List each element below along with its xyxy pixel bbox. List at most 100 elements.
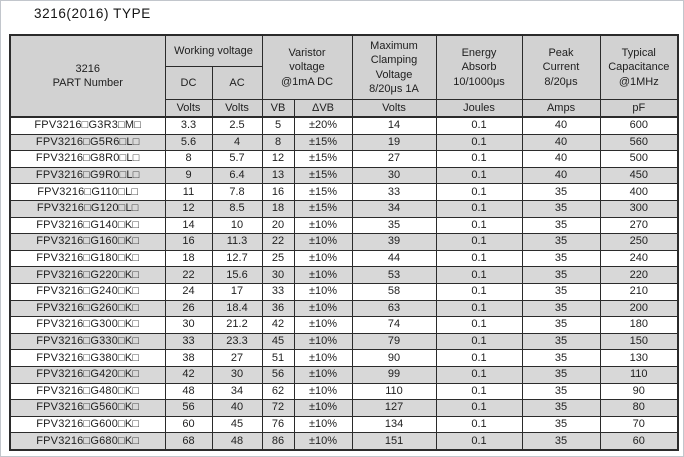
cell-part: FPV3216□G120□L□ [9,199,166,218]
cell-dc: 3.3 [164,115,213,135]
cell-energy: 0.1 [435,282,523,301]
cell-part: FPV3216□G300□K□ [9,316,166,334]
col-header-ac: AC [211,66,263,100]
cell-capacitance: 220 [599,266,679,284]
table-row: FPV3216□G9R0□L□ 9 6.4 13 ±15% 30 0.1 40 450 [9,166,679,185]
cell-clamping: 110 [351,382,437,401]
cell-energy: 0.1 [435,299,523,318]
cell-vb: 62 [261,382,295,401]
cell-capacitance: 270 [599,216,679,235]
table-row: FPV3216□G180□K□ 18 12.7 25 ±10% 44 0.1 35 240 [9,249,679,268]
cell-clamping: 35 [351,216,437,235]
cell-dc: 22 [164,266,213,284]
table-row: FPV3216□G160□K□ 16 11.3 22 ±10% 39 0.1 35 250 [9,233,679,251]
cell-dvb: ±10% [293,365,353,384]
cell-peak: 40 [521,133,601,152]
cell-dvb: ±10% [293,282,353,301]
cell-peak: 35 [521,415,601,434]
table-row: FPV3216□G480□K□ 48 34 62 ±10% 110 0.1 35 90 [9,382,679,401]
unit-vb: VB [261,99,295,118]
cell-energy: 0.1 [435,133,523,152]
table-row: FPV3216□G110□L□ 11 7.8 16 ±15% 33 0.1 35 400 [9,183,679,201]
cell-ac: 8.5 [211,199,263,218]
table-row: FPV3216□G330□K□ 33 23.3 45 ±10% 79 0.1 35 150 [9,332,679,351]
unit-pf: pF [599,99,679,118]
cell-clamping: 30 [351,166,437,185]
cell-vb: 30 [261,266,295,284]
table-row: FPV3216□G8R0□L□ 8 5.7 12 ±15% 27 0.1 40 500 [9,150,679,168]
cell-dvb: ±10% [293,249,353,268]
col-header-varistor-voltage: Varistor voltage @1mA DC [261,34,353,100]
cell-part: FPV3216□G3R3□M□ [9,115,166,135]
cell-dc: 8 [164,150,213,168]
cell-vb: 86 [261,432,295,451]
col-header-max-clamping-voltage: Maximum Clamping Voltage 8/20μs 1A [351,34,437,100]
cell-part: FPV3216□G140□K□ [9,216,166,235]
cell-energy: 0.1 [435,365,523,384]
cell-vb: 16 [261,183,295,201]
cell-vb: 51 [261,349,295,367]
cell-dvb: ±10% [293,332,353,351]
cell-energy: 0.1 [435,266,523,284]
cell-capacitance: 200 [599,299,679,318]
cell-vb: 76 [261,415,295,434]
cell-dc: 60 [164,415,213,434]
cell-clamping: 19 [351,133,437,152]
cell-peak: 35 [521,332,601,351]
table-row: FPV3216□G300□K□ 30 21.2 42 ±10% 74 0.1 35 180 [9,316,679,334]
unit-dc-volts: Volts [164,99,213,118]
page-title: 3216(2016) TYPE [34,6,151,21]
cell-vb: 20 [261,216,295,235]
table-row: FPV3216□G260□K□ 26 18.4 36 ±10% 63 0.1 35 200 [9,299,679,318]
cell-clamping: 44 [351,249,437,268]
table-row: FPV3216□G140□K□ 14 10 20 ±10% 35 0.1 35 270 [9,216,679,235]
cell-capacitance: 300 [599,199,679,218]
unit-clamping-volts: Volts [351,99,437,118]
cell-dc: 30 [164,316,213,334]
cell-capacitance: 90 [599,382,679,401]
cell-ac: 4 [211,133,263,152]
cell-peak: 40 [521,150,601,168]
cell-ac: 40 [211,399,263,417]
cell-capacitance: 450 [599,166,679,185]
cell-vb: 13 [261,166,295,185]
cell-part: FPV3216□G240□K□ [9,282,166,301]
cell-dvb: ±20% [293,115,353,135]
cell-dc: 68 [164,432,213,451]
col-header-peak-current: Peak Current 8/20μs [521,34,601,100]
cell-part: FPV3216□G9R0□L□ [9,166,166,185]
cell-dc: 11 [164,183,213,201]
cell-part: FPV3216□G560□K□ [9,399,166,417]
cell-ac: 18.4 [211,299,263,318]
table-row: FPV3216□G420□K□ 42 30 56 ±10% 99 0.1 35 110 [9,365,679,384]
cell-capacitance: 110 [599,365,679,384]
cell-part: FPV3216□G260□K□ [9,299,166,318]
cell-dvb: ±10% [293,266,353,284]
cell-dvb: ±10% [293,233,353,251]
cell-dvb: ±15% [293,150,353,168]
table-row: FPV3216□G600□K□ 60 45 76 ±10% 134 0.1 35 70 [9,415,679,434]
cell-clamping: 58 [351,282,437,301]
cell-peak: 35 [521,266,601,284]
unit-joules: Joules [435,99,523,118]
cell-ac: 5.7 [211,150,263,168]
cell-part: FPV3216□G330□K□ [9,332,166,351]
cell-peak: 35 [521,432,601,451]
table-row: FPV3216□G560□K□ 56 40 72 ±10% 127 0.1 35 80 [9,399,679,417]
cell-energy: 0.1 [435,349,523,367]
cell-clamping: 90 [351,349,437,367]
cell-ac: 6.4 [211,166,263,185]
cell-peak: 35 [521,365,601,384]
cell-ac: 34 [211,382,263,401]
cell-clamping: 151 [351,432,437,451]
cell-dc: 14 [164,216,213,235]
cell-peak: 40 [521,166,601,185]
cell-part: FPV3216□G160□K□ [9,233,166,251]
table-body: FPV3216□G3R3□M□ 3.3 2.5 5 ±20% 14 0.1 40 600 FPV3… [9,115,679,451]
cell-vb: 72 [261,399,295,417]
cell-peak: 35 [521,316,601,334]
cell-dvb: ±15% [293,183,353,201]
cell-dc: 5.6 [164,133,213,152]
cell-clamping: 39 [351,233,437,251]
